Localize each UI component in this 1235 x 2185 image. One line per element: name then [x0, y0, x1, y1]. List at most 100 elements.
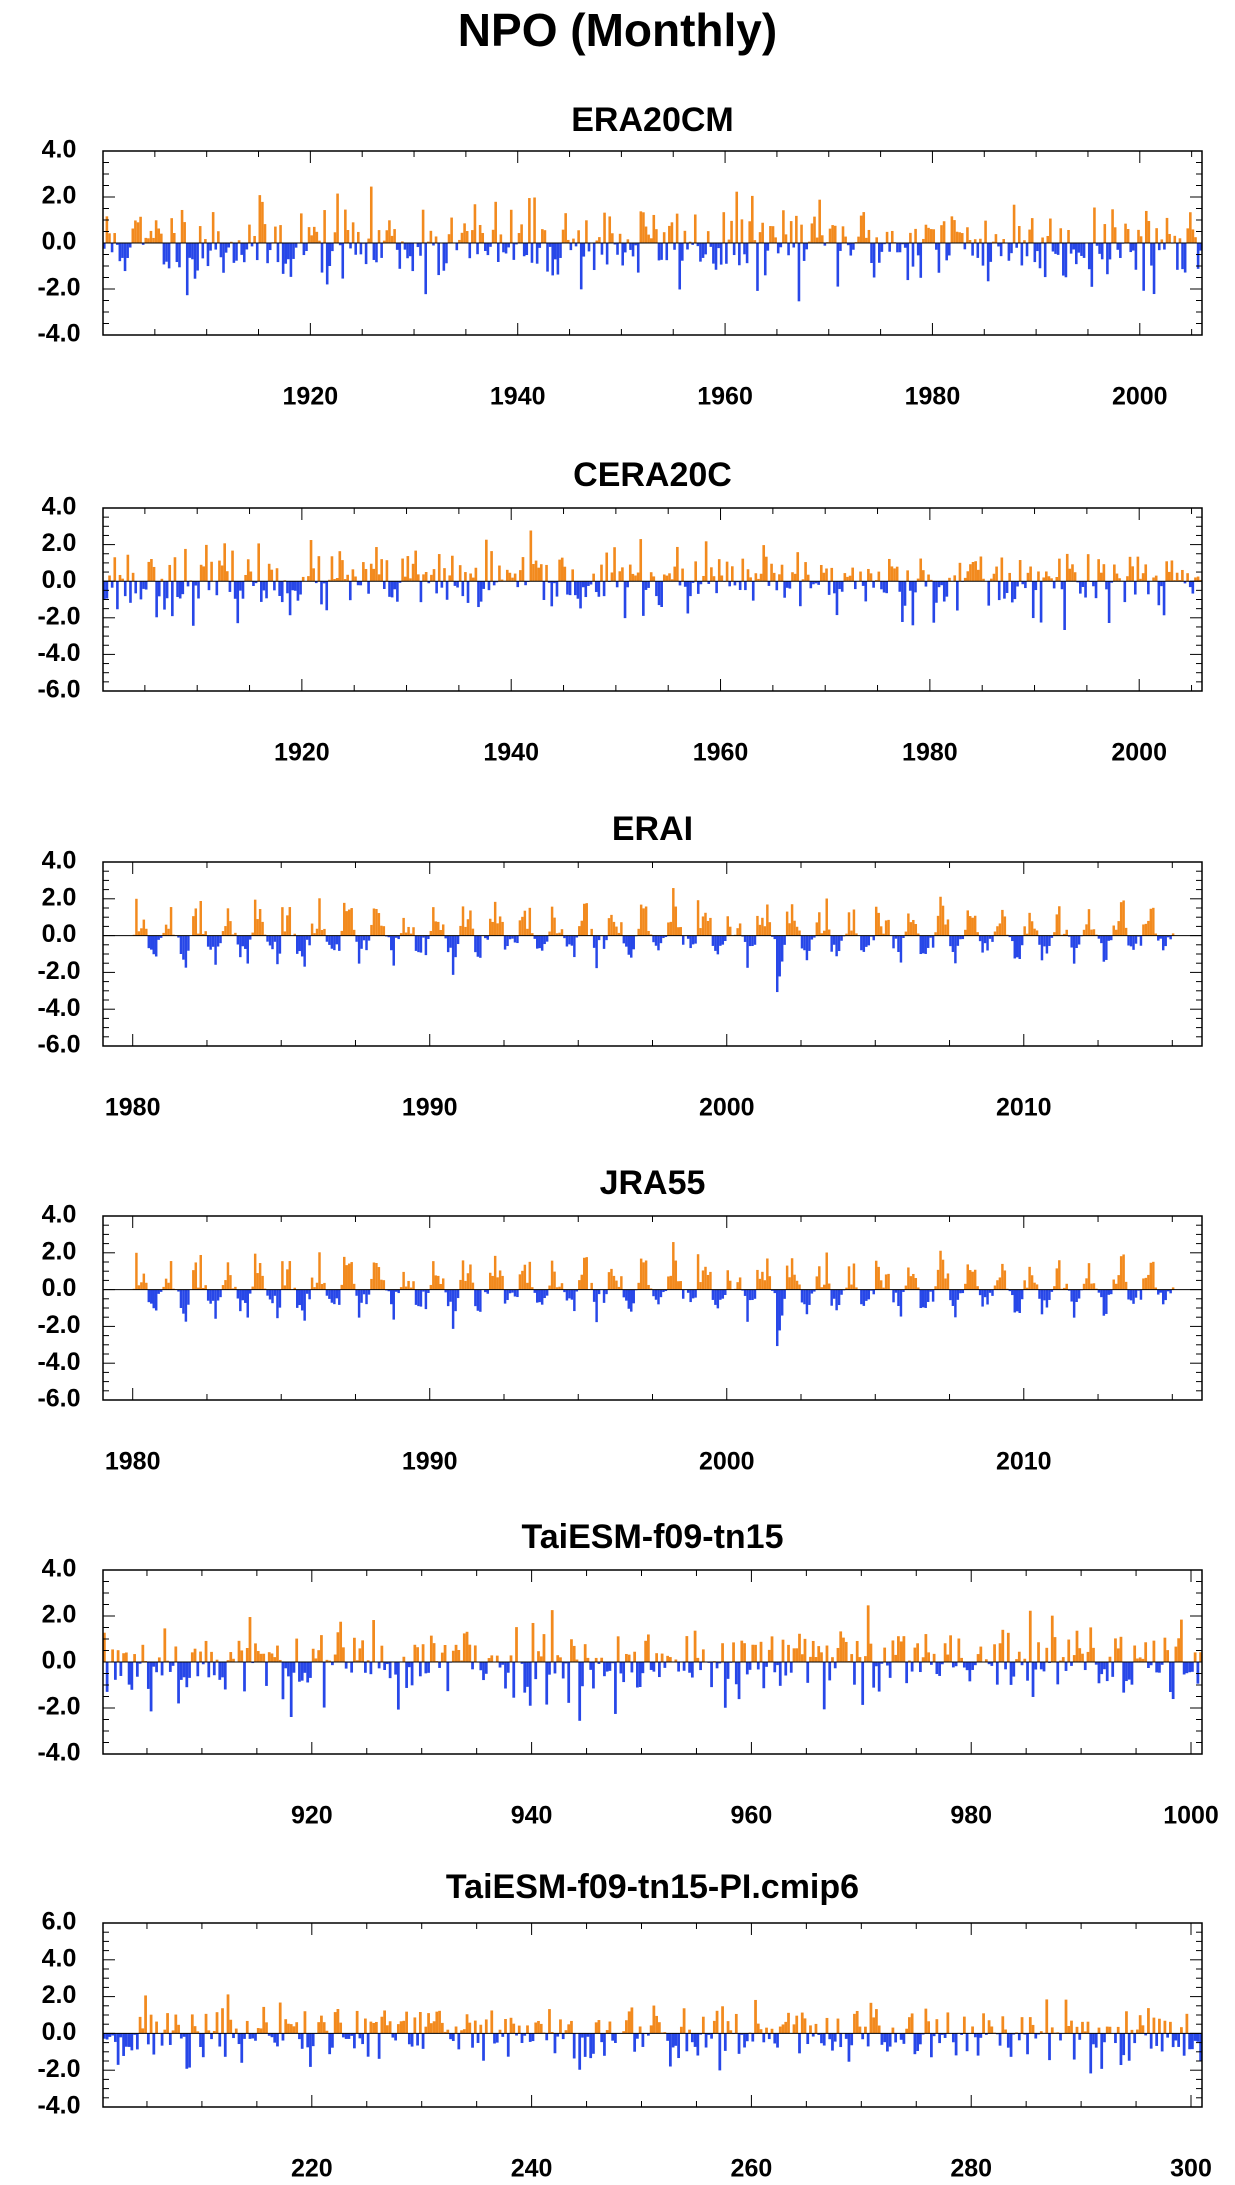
positive-bar [325, 1659, 329, 1662]
negative-bar [865, 1289, 868, 1301]
negative-bar [207, 1662, 211, 1678]
positive-bar [958, 562, 962, 582]
negative-bar [652, 1662, 656, 1672]
negative-bar [268, 1289, 272, 1300]
positive-bar [167, 928, 170, 936]
negative-bar [303, 935, 306, 967]
positive-bar [261, 201, 264, 243]
y-tick-label: 2.0 [42, 1601, 77, 1629]
positive-bar [1003, 916, 1007, 936]
negative-bar [476, 935, 480, 957]
negative-bar [1078, 2033, 1082, 2040]
negative-bar [250, 243, 254, 247]
positive-bar [894, 1654, 898, 1662]
positive-bar [309, 540, 313, 582]
positive-bar [936, 1269, 940, 1290]
y-tick-label: -4.0 [37, 1739, 80, 1767]
positive-bar [375, 909, 378, 936]
negative-bar [723, 2033, 727, 2051]
positive-bar [251, 1286, 254, 1290]
negative-bar [691, 1289, 695, 1299]
negative-bar [165, 581, 169, 599]
positive-bar [432, 2021, 436, 2034]
negative-bar [888, 2033, 892, 2047]
negative-bar [1009, 2033, 1013, 2057]
positive-bar [852, 909, 856, 936]
positive-bar [771, 226, 775, 243]
negative-bar [287, 243, 290, 260]
positive-bar [882, 1287, 885, 1290]
negative-bar [1094, 1662, 1098, 1665]
positive-bar [372, 1262, 376, 1290]
negative-bar [1127, 2033, 1131, 2061]
negative-bar [1013, 1289, 1016, 1313]
negative-bar [1182, 2033, 1186, 2056]
negative-bar [224, 243, 228, 253]
positive-bar [473, 1645, 477, 1662]
positive-bar [259, 2028, 263, 2034]
negative-bar [805, 1289, 809, 1315]
negative-bar [897, 1289, 900, 1306]
negative-bar [767, 2033, 771, 2040]
negative-bar [945, 581, 949, 597]
positive-bar [307, 576, 310, 582]
negative-bar [894, 935, 898, 939]
positive-bar [1186, 228, 1190, 243]
negative-bar [865, 935, 868, 947]
negative-bar [699, 2033, 702, 2035]
positive-bar [1053, 932, 1056, 936]
positive-bar [232, 1658, 235, 1662]
negative-bar [880, 1662, 884, 1664]
positive-bar [655, 1653, 658, 1662]
positive-bar [791, 572, 794, 582]
positive-bar [721, 2006, 724, 2034]
y-tick-label: 0.0 [42, 228, 77, 256]
positive-bar [806, 574, 810, 582]
negative-bar [496, 243, 500, 262]
negative-bar [597, 1662, 601, 1664]
y-tick-label: -6.0 [37, 1031, 80, 1059]
positive-bar [769, 226, 772, 243]
negative-bar [177, 935, 180, 938]
positive-bar [488, 1272, 492, 1290]
positive-bar [726, 916, 729, 936]
negative-bar [837, 935, 841, 952]
negative-bar [160, 1662, 164, 1676]
positive-bar [343, 902, 346, 936]
positive-bar [1064, 1999, 1068, 2034]
positive-bar [454, 1644, 458, 1662]
positive-bar [339, 1621, 343, 1662]
negative-bar [162, 243, 166, 265]
negative-bar [903, 243, 907, 248]
positive-bar [152, 237, 155, 243]
positive-bar [251, 932, 254, 936]
positive-bar [375, 1263, 378, 1290]
negative-bar [396, 581, 399, 602]
negative-bar [292, 243, 295, 259]
positive-bar [701, 1649, 705, 1662]
positive-bar [1012, 204, 1016, 243]
positive-bar [866, 1605, 870, 1662]
negative-bar [743, 2033, 746, 2048]
negative-bar [182, 935, 185, 960]
positive-bar [421, 1644, 425, 1662]
positive-bar [526, 1282, 529, 1290]
positive-bar [523, 1264, 527, 1290]
positive-bar [1058, 1260, 1061, 1290]
positive-bar [336, 1632, 340, 1662]
positive-bar [1045, 1647, 1049, 1662]
positive-bar [1086, 554, 1090, 582]
positive-bar [278, 1659, 282, 1662]
negative-bar [296, 935, 299, 954]
negative-bar [157, 581, 161, 597]
positive-bar [904, 931, 908, 936]
positive-bar [600, 564, 603, 582]
negative-bar [244, 1289, 247, 1303]
negative-bar [693, 2033, 697, 2047]
positive-bar [528, 1261, 532, 1290]
positive-bar [772, 572, 776, 582]
positive-bar [217, 231, 220, 243]
negative-bar [328, 1289, 331, 1299]
negative-bar [176, 581, 179, 598]
negative-bar [862, 1289, 866, 1306]
